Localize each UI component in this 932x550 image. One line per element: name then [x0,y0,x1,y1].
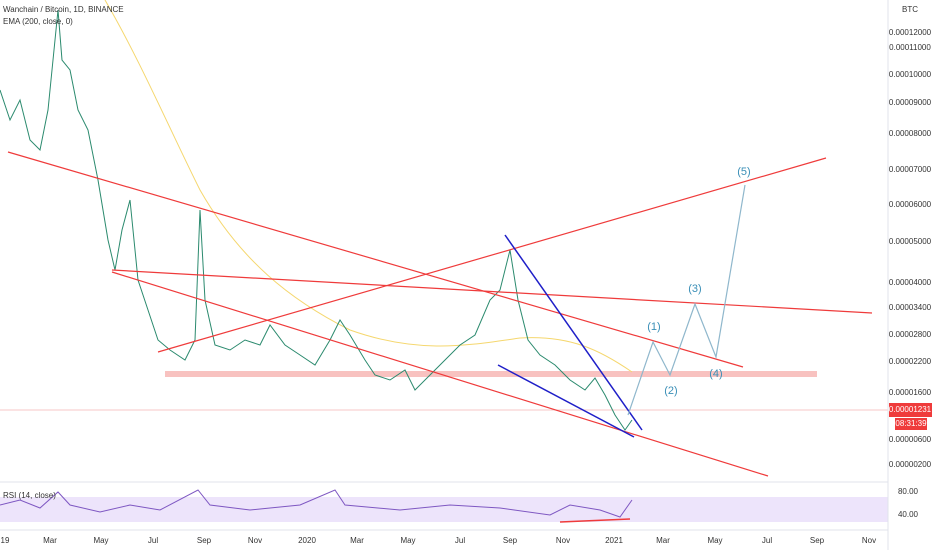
price-tag: 0.00001231 [889,405,932,414]
time-label: Sep [810,536,825,545]
time-label: Mar [656,536,670,545]
rsi-title: RSI (14, close) [3,491,56,500]
time-label: May [400,536,415,545]
price-label: 0.00011000 [889,43,931,52]
price-label: 0.00006000 [889,200,932,209]
time-label: Mar [43,536,57,545]
countdown: 08:31:39 [895,419,927,428]
time-label: Mar [350,536,364,545]
price-label: 0.00000200 [889,460,932,469]
time-label: Nov [556,536,570,545]
wave-label: (4) [709,368,722,380]
price-label: 0.00000600 [889,435,932,444]
countdown-bg [895,418,927,430]
rsi-label: 40.00 [898,510,919,519]
rsi-band [0,497,888,522]
price-label: 0.00003400 [889,303,932,312]
trend-lines [7,151,873,477]
time-label: 19 [1,536,10,545]
wedge-lines [497,234,643,438]
price-label: 0.00001600 [889,388,932,397]
wave-label: (1) [647,321,660,333]
time-label: Jul [455,536,465,545]
wave-path [627,184,746,416]
support-band [165,371,817,377]
price-label: 0.00005000 [889,237,932,246]
time-label: Nov [862,536,876,545]
time-label: Jul [148,536,158,545]
wave-label: (3) [688,283,701,295]
indicator-title: EMA (200, close, 0) [3,17,73,26]
price-label: 0.00010000 [889,70,932,79]
rsi-divergence [559,518,631,523]
price-label: 0.00007000 [889,165,932,174]
time-label: Nov [248,536,262,545]
rsi-label: 80.00 [898,487,919,496]
price-label: 0.00002200 [889,357,932,366]
time-label: May [93,536,108,545]
price-series [0,9,633,431]
price-label: 0.00012000 [889,28,932,37]
price-label: 0.00004000 [889,278,932,287]
time-label: Sep [197,536,212,545]
rsi-line [0,489,633,518]
time-label: 2021 [605,536,623,545]
price-label: 0.00009000 [889,98,932,107]
price-label: 0.00008000 [889,129,932,138]
price-label: 0.00002800 [889,330,932,339]
wave-label: (5) [737,166,750,178]
wave-label: (2) [664,385,677,397]
time-label: Jul [762,536,772,545]
symbol-title: Wanchain / Bitcoin, 1D, BINANCE [3,5,124,14]
time-label: Sep [503,536,518,545]
time-label: 2020 [298,536,316,545]
price-tag-bg [889,403,932,417]
unit-label: BTC [902,5,918,14]
time-label: May [707,536,722,545]
